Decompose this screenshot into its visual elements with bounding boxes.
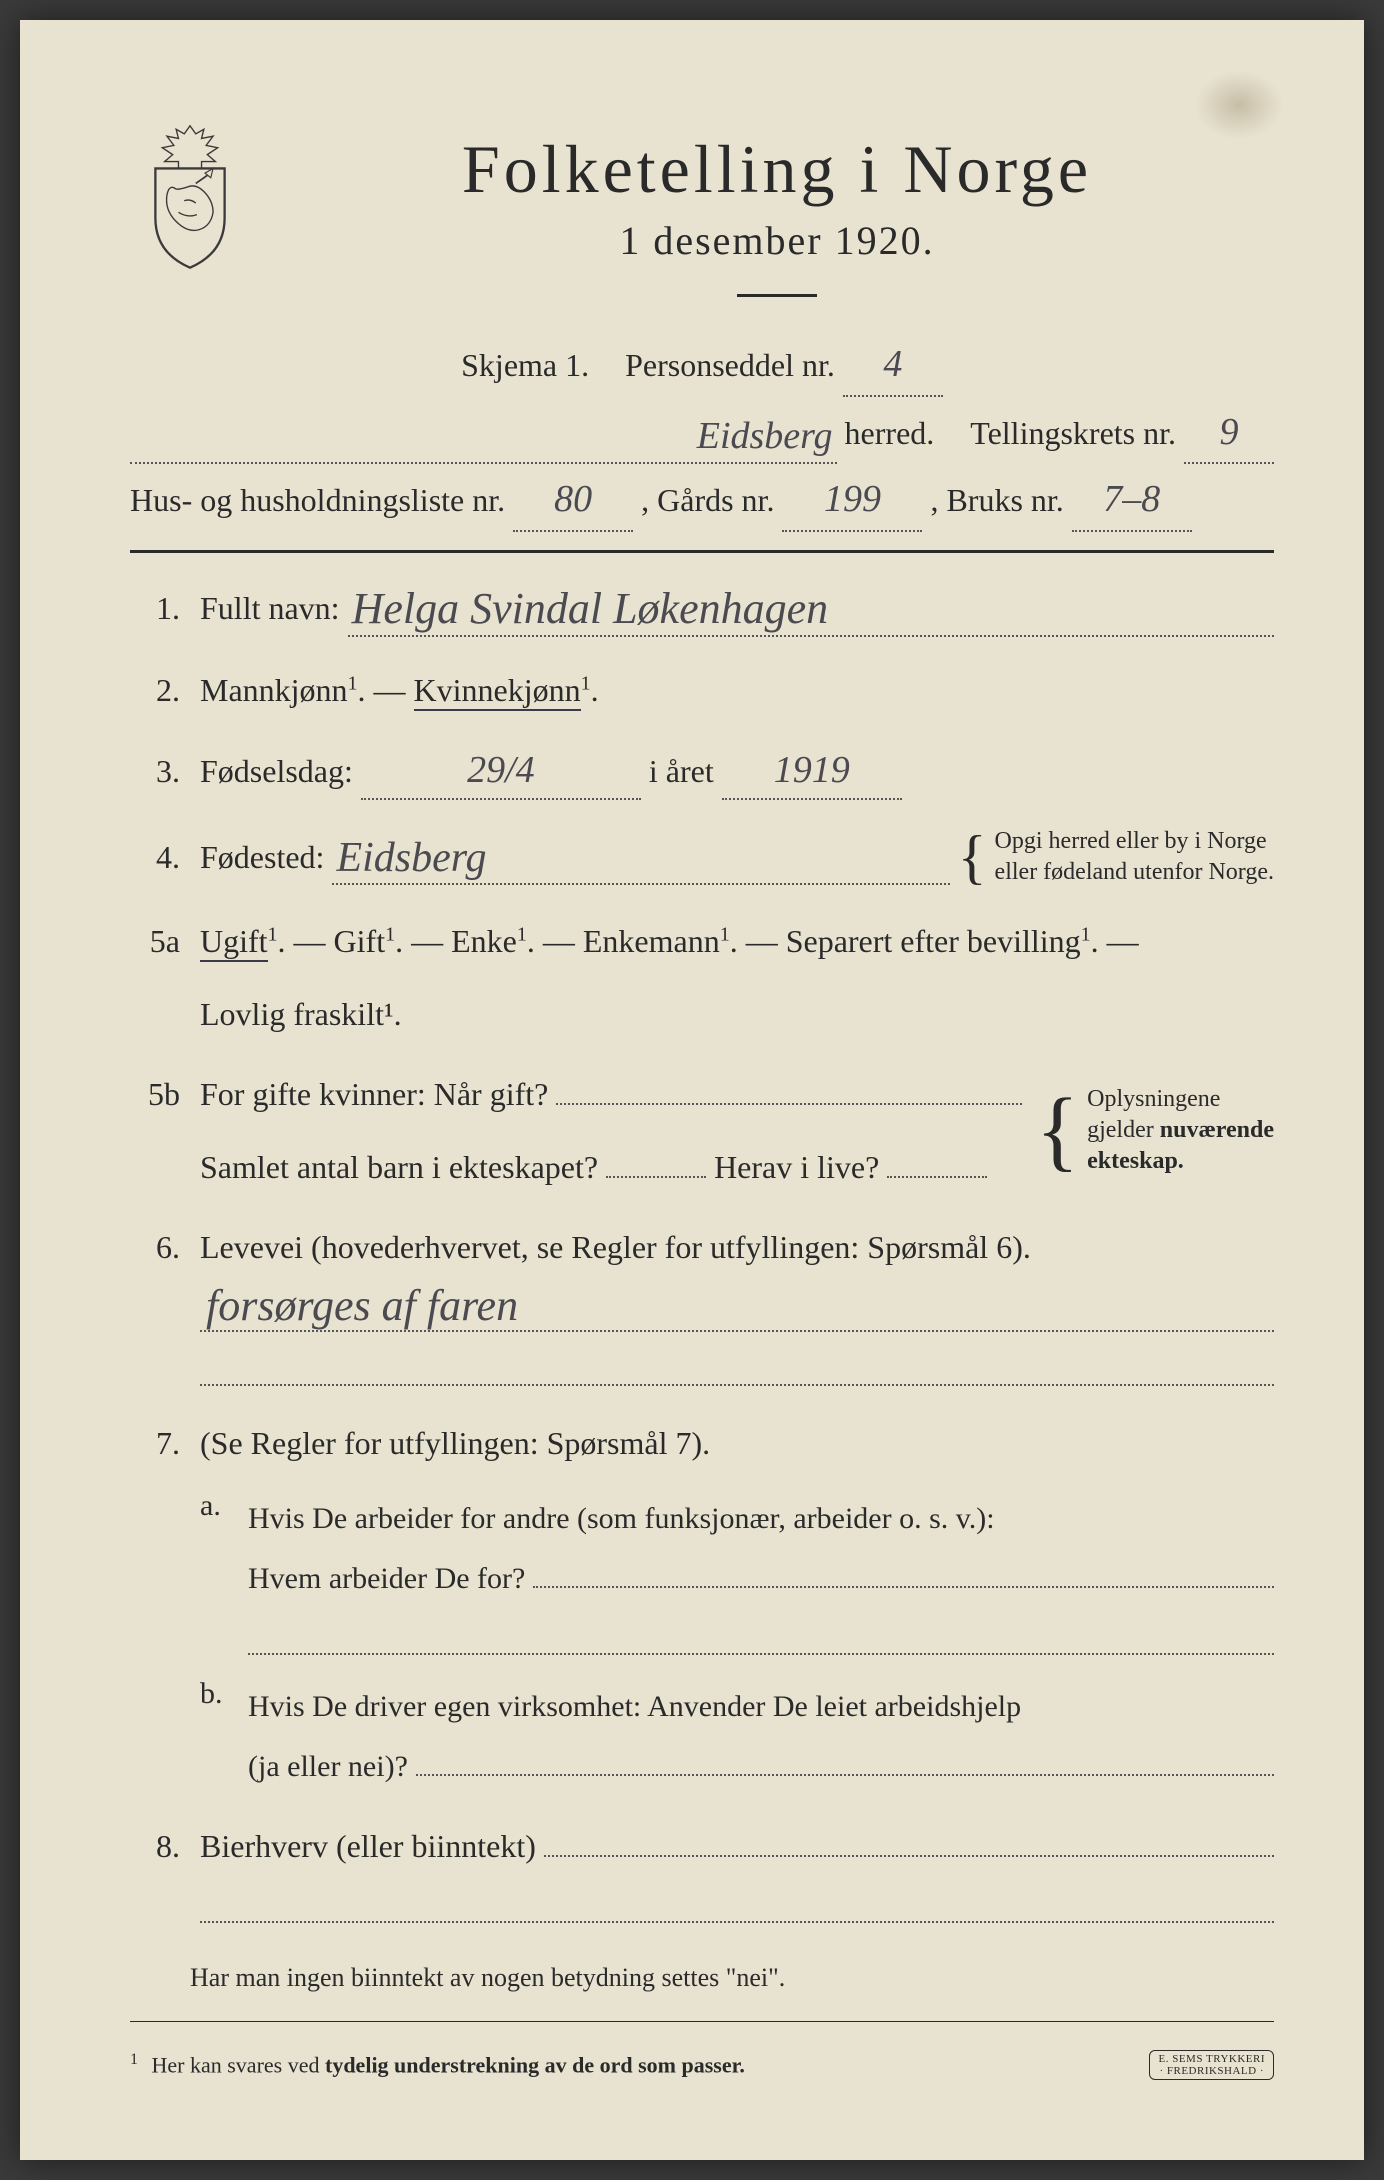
q5b-ilive-value — [887, 1176, 987, 1178]
q4: 4. Fødested: Eidsberg { Opgi herred elle… — [130, 826, 1274, 888]
herred-label: herred. — [845, 405, 935, 463]
q7a-text2: Hvem arbeider De for? — [248, 1549, 525, 1609]
q3-year-label: i året — [649, 744, 714, 798]
q1-label: Fullt navn: — [200, 581, 340, 635]
tellingskrets-nr: 9 — [1184, 405, 1274, 465]
q3-year: 1919 — [722, 744, 902, 800]
footnote: 1 Her kan svares ved tydelig understrekn… — [130, 2051, 745, 2078]
q7a: a. Hvis De arbeider for andre (som funks… — [200, 1489, 1274, 1655]
q6-blank-line — [200, 1362, 1274, 1386]
q8: 8. Bierhverv (eller biinntekt) — [130, 1819, 1274, 1873]
q5b-label2: Samlet antal barn i ekteskapet? — [200, 1140, 598, 1194]
divider-thin — [130, 2021, 1274, 2022]
q7b: b. Hvis De driver egen virksomhet: Anven… — [200, 1677, 1274, 1797]
title-divider — [737, 294, 817, 297]
header: Folketelling i Norge 1 desember 1920. — [130, 120, 1274, 327]
tellingskrets-label: Tellingskrets nr. — [970, 405, 1176, 463]
footnote-row: 1 Her kan svares ved tydelig understrekn… — [130, 2050, 1274, 2080]
divider-heavy — [130, 550, 1274, 553]
q2-kvinne-selected: Kvinnekjønn — [414, 672, 581, 711]
q8-value — [544, 1855, 1274, 1857]
q1: 1. Fullt navn: Helga Svindal Løkenhagen — [130, 581, 1274, 637]
q7a-blank-line — [248, 1627, 1274, 1655]
q7b-text2: (ja eller nei)? — [248, 1737, 408, 1797]
q7: 7. (Se Regler for utfyllingen: Spørsmål … — [130, 1416, 1274, 1470]
gards-label: Gårds nr. — [657, 472, 774, 530]
q5b-label1: For gifte kvinner: Når gift? — [200, 1067, 548, 1121]
q7-label: (Se Regler for utfyllingen: Spørsmål 7). — [200, 1425, 710, 1461]
gards-nr: 199 — [782, 472, 922, 532]
q3: 3. Fødselsdag: 29/4 i året 1919 — [130, 744, 1274, 800]
q5b-label3: Herav i live? — [714, 1140, 879, 1194]
q4-note: { Opgi herred eller by i Norge eller fød… — [958, 826, 1274, 888]
q5b-barn-value — [606, 1176, 706, 1178]
paper-smudge — [1194, 70, 1284, 140]
coat-of-arms-icon — [130, 120, 250, 270]
q6-label: Levevei (hovederhvervet, se Regler for u… — [200, 1229, 1031, 1265]
q7a-text1: Hvis De arbeider for andre (som funksjon… — [248, 1489, 1274, 1549]
q5a-ugift-selected: Ugift — [200, 923, 268, 962]
husliste-nr: 80 — [513, 472, 633, 532]
printer-mark: E. SEMS TRYKKERI · FREDRIKSHALD · — [1149, 2050, 1274, 2080]
q4-label: Fødested: — [200, 830, 324, 884]
subtitle: 1 desember 1920. — [280, 217, 1274, 264]
q7b-value — [416, 1774, 1274, 1776]
q3-day: 29/4 — [361, 744, 641, 800]
skjema-line: Skjema 1. Personseddel nr. 4 — [130, 337, 1274, 397]
q1-value: Helga Svindal Løkenhagen — [348, 581, 1274, 637]
q2: 2. Mannkjønn1. — Kvinnekjønn1. — [130, 663, 1274, 717]
personseddel-nr: 4 — [843, 337, 943, 397]
herred-line: Eidsberg herred. Tellingskrets nr. 9 — [130, 405, 1274, 465]
husliste-line: Hus- og husholdningsliste nr. 80 , Gårds… — [130, 472, 1274, 532]
bruks-nr: 7–8 — [1072, 472, 1192, 532]
skjema-label: Skjema 1. — [461, 337, 589, 395]
q5a: 5a Ugift1. — Gift1. — Enke1. — Enkemann1… — [130, 914, 1274, 1041]
q6-value: forsørges af faren — [200, 1284, 1274, 1332]
q2-mann: Mannkjønn — [200, 672, 348, 708]
main-title: Folketelling i Norge — [280, 130, 1274, 209]
personseddel-label: Personseddel nr. — [625, 337, 835, 395]
herred-value: Eidsberg — [130, 405, 837, 465]
q5b-note: { Oplysningene gjelder nuværende ekteska… — [1036, 1084, 1274, 1178]
q4-value: Eidsberg — [332, 829, 949, 885]
q7a-value — [533, 1586, 1274, 1588]
husliste-label: Hus- og husholdningsliste nr. — [130, 472, 505, 530]
q7b-text1: Hvis De driver egen virksomhet: Anvender… — [248, 1677, 1274, 1737]
q5b-gift-value — [556, 1103, 1022, 1105]
title-block: Folketelling i Norge 1 desember 1920. — [280, 120, 1274, 327]
q3-label: Fødselsdag: — [200, 744, 353, 798]
q5b: 5b For gifte kvinner: Når gift? Samlet a… — [130, 1067, 1274, 1194]
bottom-note: Har man ingen biinntekt av nogen betydni… — [190, 1963, 1274, 1993]
q8-label: Bierhverv (eller biinntekt) — [200, 1819, 536, 1873]
census-form-page: Folketelling i Norge 1 desember 1920. Sk… — [20, 20, 1364, 2160]
q8-blank-line — [200, 1899, 1274, 1923]
q6: 6. Levevei (hovederhvervet, se Regler fo… — [130, 1220, 1274, 1274]
bruks-label: Bruks nr. — [946, 472, 1063, 530]
